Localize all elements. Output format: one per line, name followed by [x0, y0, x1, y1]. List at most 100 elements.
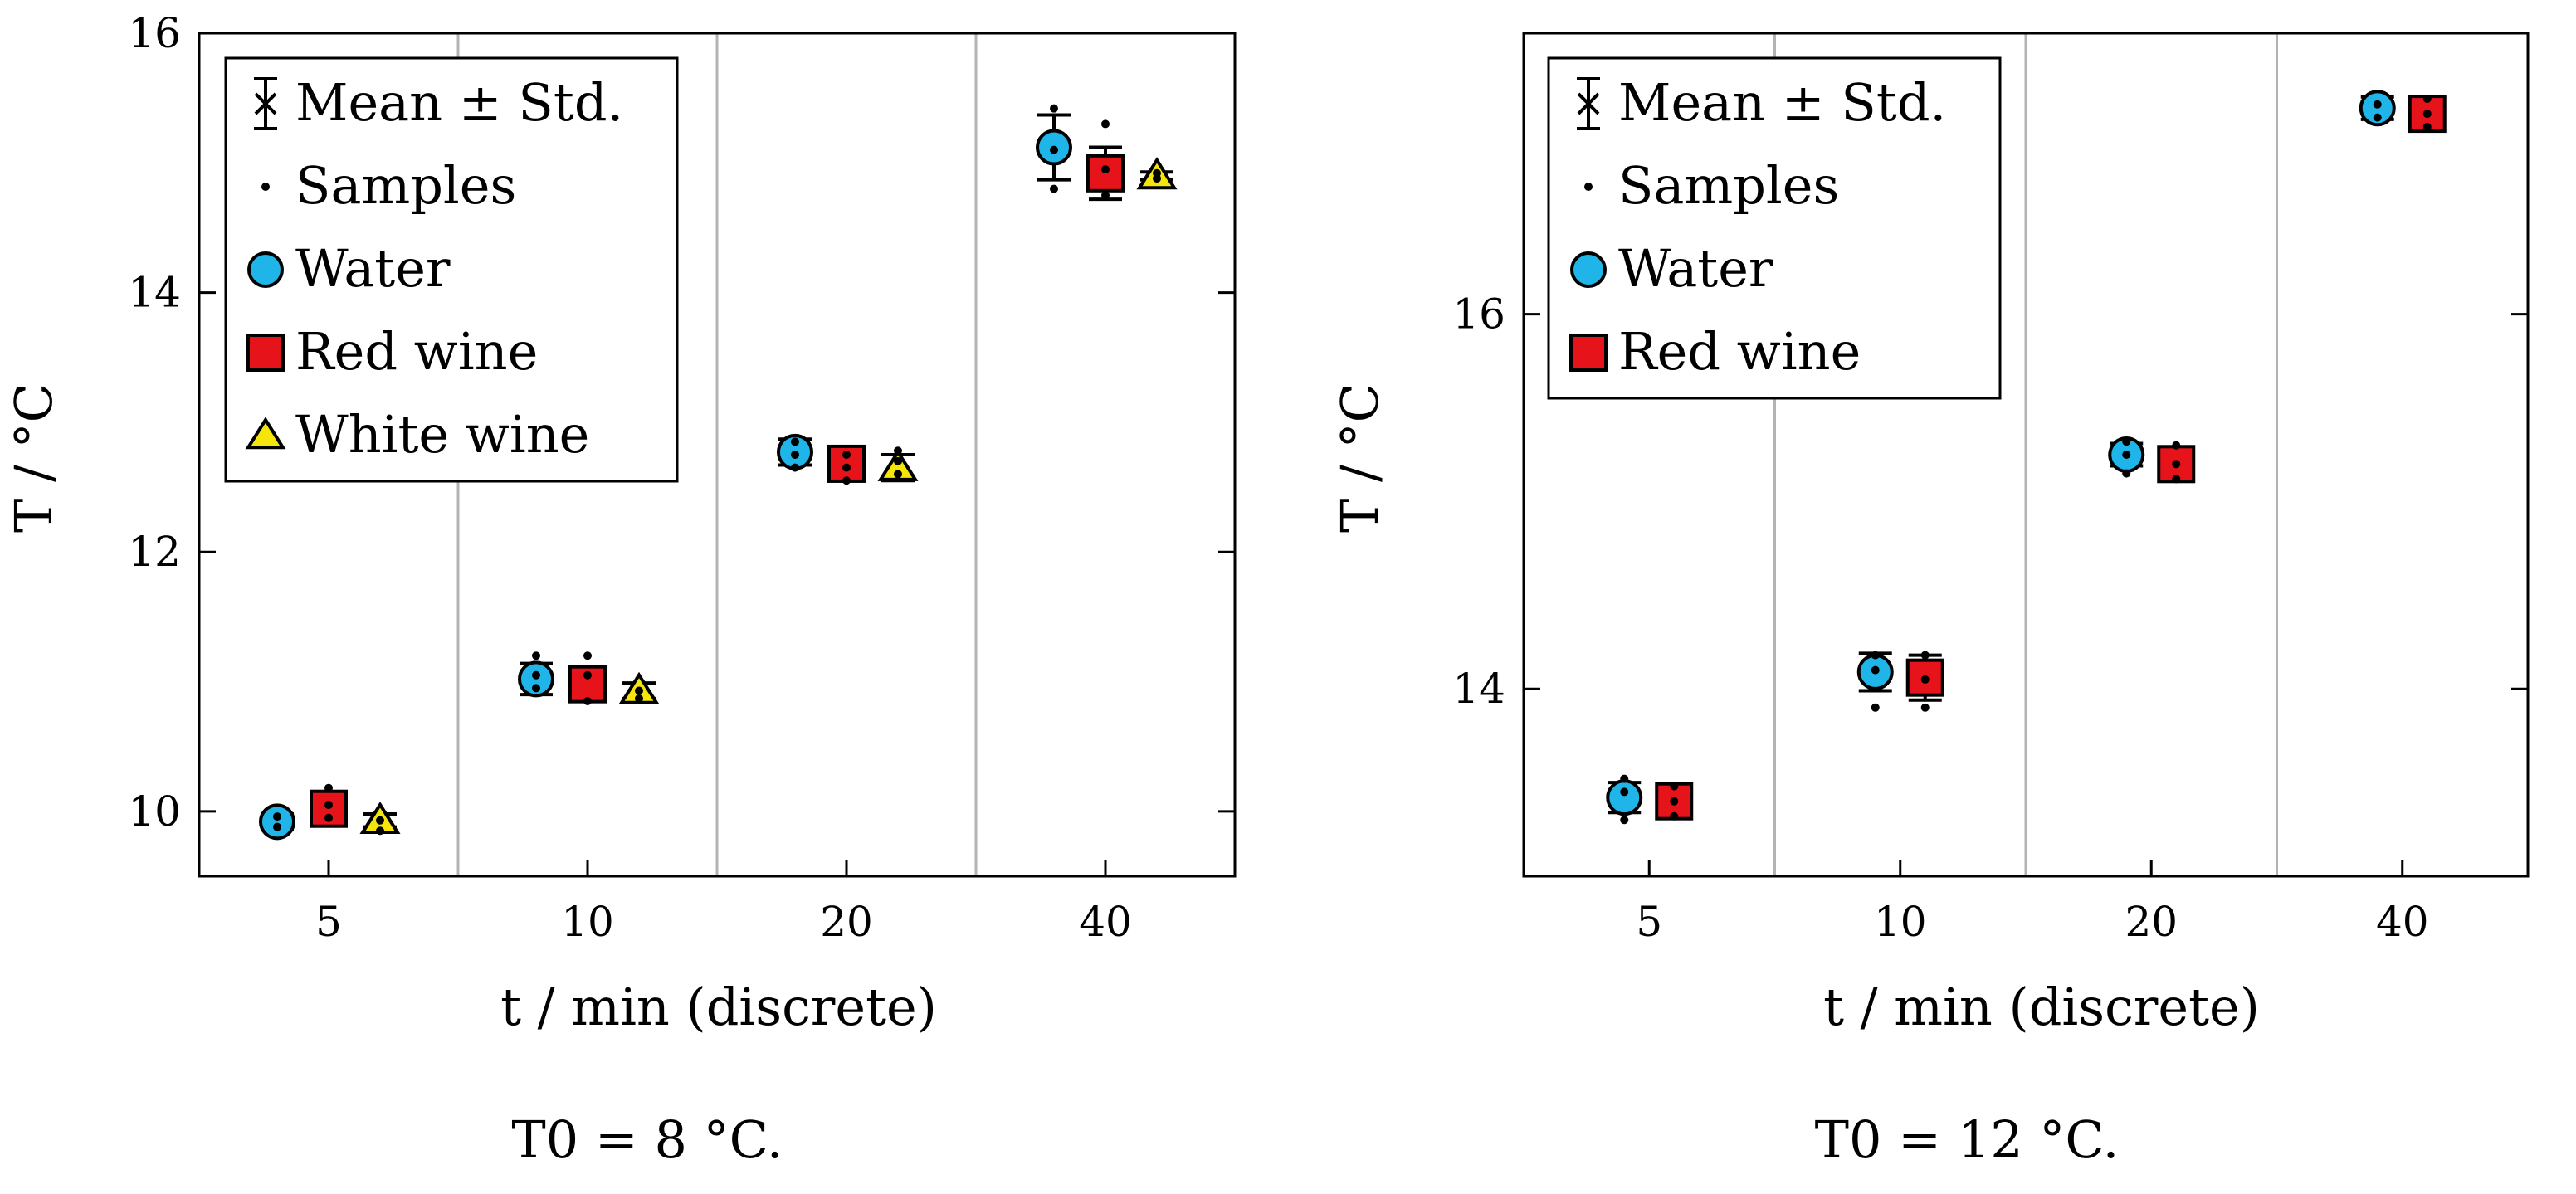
- panel-a-y-tick-label-14: 14: [128, 269, 181, 317]
- panel-b-water-sample-dot: [1871, 651, 1880, 660]
- panel-a-water-point-40: [1036, 104, 1072, 193]
- panel-b-red-wine-point-5: [1655, 782, 1694, 821]
- panel-b-red-wine-sample-dot: [2422, 95, 2432, 104]
- panel-b-red-wine-sample-dot: [1920, 651, 1930, 660]
- panel-b-water-point-20: [2108, 436, 2145, 478]
- panel-b-water-point-40: [2359, 90, 2396, 127]
- panel-b-x-tick-label-10: 10: [1874, 898, 1927, 946]
- panel-a-legend-label-water: Water: [295, 238, 451, 299]
- panel-a-white-wine-point-5: [359, 802, 401, 836]
- panel-b-red-wine-point-20: [2157, 441, 2196, 484]
- panel-a-white-wine-point-20: [877, 446, 919, 483]
- panel-a-legend-box: [224, 56, 679, 483]
- panel-b-red-wine-sample-dot: [1670, 797, 1679, 806]
- panel-a-red-wine-point-40: [1086, 119, 1125, 202]
- panel-a-red-wine-sample-dot: [1101, 191, 1110, 200]
- panel-a-y-axis-label: T / °C: [3, 383, 64, 533]
- panel-a-legend-entry-water: Water: [247, 238, 451, 299]
- panel-a-white-wine-sample-dot: [376, 826, 384, 836]
- legend-red-wine-marker-icon: [246, 334, 285, 372]
- panel-a-y-tick-label-10: 10: [128, 787, 181, 836]
- panel-a-water-point-20: [777, 433, 813, 472]
- panel-a-water-sample-dot: [1050, 145, 1058, 154]
- panel-a-red-wine-sample-dot: [583, 651, 592, 660]
- panel-a-x-tick-label-20: 20: [820, 898, 873, 946]
- panel-a-red-wine-point-20: [827, 444, 866, 485]
- panel-b-x-tick-label-20: 20: [2125, 898, 2178, 946]
- panel-b-y-tick-label-14: 14: [1452, 665, 1505, 713]
- panel-a-legend-label-red-wine: Red wine: [295, 321, 538, 382]
- panel-a-water-sample-dot: [532, 684, 540, 693]
- panel-b-chart: 14 16 5 10 20 40 Mean ± Std. Samples Water Red w…: [1329, 32, 2530, 1170]
- panel-b-water-sample-dot: [1871, 703, 1880, 712]
- legend-cross-icon: [1577, 92, 1600, 115]
- panel-a-plot-frame: [198, 32, 1237, 878]
- panel-b-legend-entry-samples: Samples: [1584, 155, 1839, 216]
- panel-b-water-sample-dot: [2122, 437, 2131, 446]
- panel-b-legend-label-red-wine: Red wine: [1618, 321, 1861, 382]
- panel-b-y-axis-label: T / °C: [1329, 383, 1390, 533]
- panel-a-white-wine-sample-dot: [635, 694, 643, 703]
- panel-a-water-mean-marker: [259, 803, 295, 841]
- panel-b-red-wine-sample-dot: [1920, 675, 1930, 684]
- panel-b-caption: T0 = 12 °C.: [1815, 1109, 2120, 1170]
- panel-a-water-sample-dot: [1050, 104, 1058, 113]
- panel-b-water-sample-dot: [2122, 469, 2131, 478]
- panel-b-legend-label-mean-std: Mean ± Std.: [1618, 72, 1946, 133]
- panel-a-red-wine-sample-dot: [583, 696, 592, 705]
- panel-b-legend: Mean ± Std. Samples Water Red wine: [1547, 56, 2002, 400]
- panel-a-white-wine-point-40: [1136, 157, 1178, 190]
- panel-a-white-wine-sample-dot: [894, 446, 902, 456]
- panel-a-red-wine-point-5: [310, 783, 348, 828]
- panel-a-red-wine-sample-dot: [1101, 165, 1110, 174]
- panel-a-legend-entry-samples: Samples: [261, 155, 516, 216]
- panel-a-chart: 10 12 14 16 5 10 20 40 Mean ± Std. Samples Water R…: [3, 9, 1237, 1170]
- panel-a-legend-label-mean-std: Mean ± Std.: [295, 72, 623, 133]
- panel-a-water-sample-dot: [791, 451, 799, 459]
- panel-a-water-sample-dot: [791, 463, 799, 472]
- panel-b-red-wine-point-40: [2408, 95, 2447, 134]
- panel-b-water-sample-dot: [2373, 100, 2382, 109]
- panel-a-legend: Mean ± Std. Samples Water Red wine White win…: [224, 56, 679, 483]
- panel-a-water-sample-dot: [273, 812, 281, 821]
- panel-b-water-sample-dot: [1620, 774, 1629, 783]
- legend-sample-dot-icon: [261, 183, 270, 191]
- panel-a-water-sample-dot: [1050, 184, 1058, 193]
- legend-water-marker-icon: [247, 251, 284, 288]
- panel-a-white-wine-point-10: [618, 671, 660, 704]
- panel-a-red-wine-sample-dot: [842, 463, 851, 472]
- panel-b-red-wine-sample-dot: [2172, 475, 2181, 484]
- panel-a-water-point-10: [518, 651, 554, 698]
- panel-b-red-wine-sample-dot: [1670, 811, 1679, 821]
- legend-white-wine-marker-icon: [245, 417, 286, 450]
- panel-a-y-tick-label-16: 16: [128, 9, 181, 57]
- panel-a-white-wine-sample-dot: [376, 816, 384, 825]
- panel-b-plot-frame: [1522, 32, 2530, 878]
- legend-red-wine-marker-icon: [1569, 334, 1608, 372]
- panel-b-red-wine-sample-dot: [2172, 460, 2181, 469]
- panel-b-legend-entry-mean-std: Mean ± Std.: [1577, 72, 1946, 133]
- panel-a-legend-entry-mean-std: Mean ± Std.: [254, 72, 623, 133]
- panel-b-red-wine-sample-dot: [2422, 122, 2432, 131]
- panel-a-white-wine-mean-marker: [877, 448, 919, 481]
- panel-b-x-tick-label-40: 40: [2376, 898, 2429, 946]
- panel-b-legend-label-samples: Samples: [1618, 155, 1839, 216]
- panel-b-legend-label-water: Water: [1618, 238, 1773, 299]
- panel-b-water-sample-dot: [2122, 451, 2131, 459]
- panel-a-red-wine-point-10: [568, 651, 607, 705]
- panel-a-red-wine-sample-dot: [842, 476, 851, 485]
- panel-a-red-wine-sample-dot: [324, 813, 333, 822]
- legend-sample-dot-icon: [1584, 183, 1593, 191]
- panel-a-water-sample-dot: [273, 822, 281, 831]
- panel-a-legend-label-white-wine: White wine: [295, 404, 589, 465]
- panel-a-legend-label-samples: Samples: [295, 155, 516, 216]
- panel-a-caption: T0 = 8 °C.: [511, 1109, 783, 1170]
- panel-a-water-sample-dot: [532, 670, 540, 680]
- panel-b-x-axis-label: t / min (discrete): [1823, 977, 2260, 1037]
- panel-a-red-wine-sample-dot: [842, 451, 851, 459]
- panel-a-legend-entry-red-wine: Red wine: [246, 321, 538, 382]
- panel-b-water-sample-dot: [2373, 113, 2382, 122]
- panel-a-y-tick-label-12: 12: [128, 528, 181, 576]
- panel-a-legend-entry-white-wine: White wine: [245, 404, 589, 465]
